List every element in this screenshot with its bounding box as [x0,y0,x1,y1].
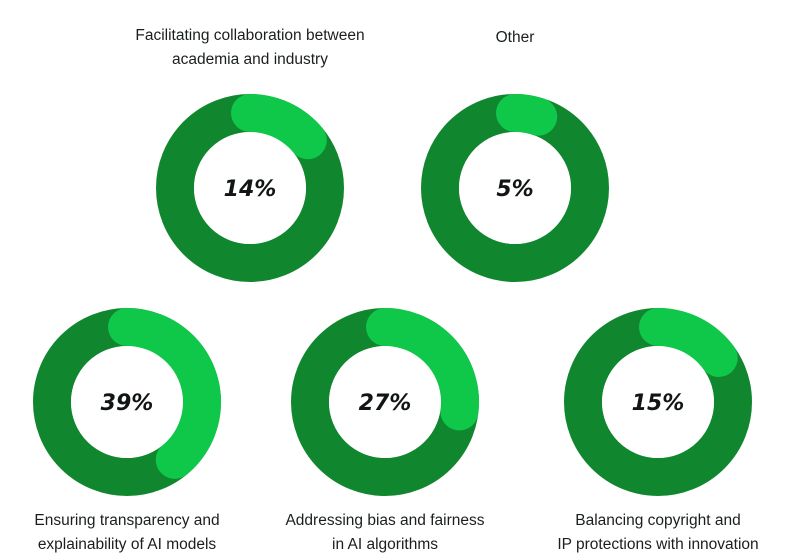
donut-hole [194,132,306,244]
donut-value-arc [564,308,752,496]
donut-category-label-line: Other [496,29,535,46]
donut-category-label-line: Facilitating collaboration between [135,27,364,44]
donut-value-arc [421,94,609,282]
donut-hole [71,346,183,458]
donut-category-label-line: in AI algorithms [332,536,438,553]
donut-hole [459,132,571,244]
donut-hole [329,346,441,458]
donut-category-label-line: Balancing copyright and [575,512,740,529]
donut-4: 27% Addressing bias and fairness in AI alg… [285,308,485,553]
donut-value-label: 27% [359,391,412,416]
donut-category-label-line: academia and industry [172,51,328,68]
donut-5: 15% Balancing copyright and IP protections… [557,308,759,553]
donut-category-label-line: IP protections with innovation [557,536,758,553]
donut-3: 39% Ensuring transparency and explainabili… [33,308,221,553]
donut-value-arc [33,308,221,496]
donut-value-arc [156,94,344,282]
donut-1: 14% Facilitating collaboration between aca… [135,27,365,282]
donut-2: 5% Other [421,29,609,282]
donut-value-arc [291,308,479,496]
donut-value-label: 39% [101,391,154,416]
donut-category-label-line: Addressing bias and fairness [285,512,484,529]
donut-value-label: 5% [496,177,533,202]
donut-category-label-line: Ensuring transparency and [34,512,219,529]
donut-hole [602,346,714,458]
donut-value-label: 15% [632,391,685,416]
donut-category-label-line: explainability of AI models [38,536,217,553]
donut-value-label: 14% [224,177,277,202]
